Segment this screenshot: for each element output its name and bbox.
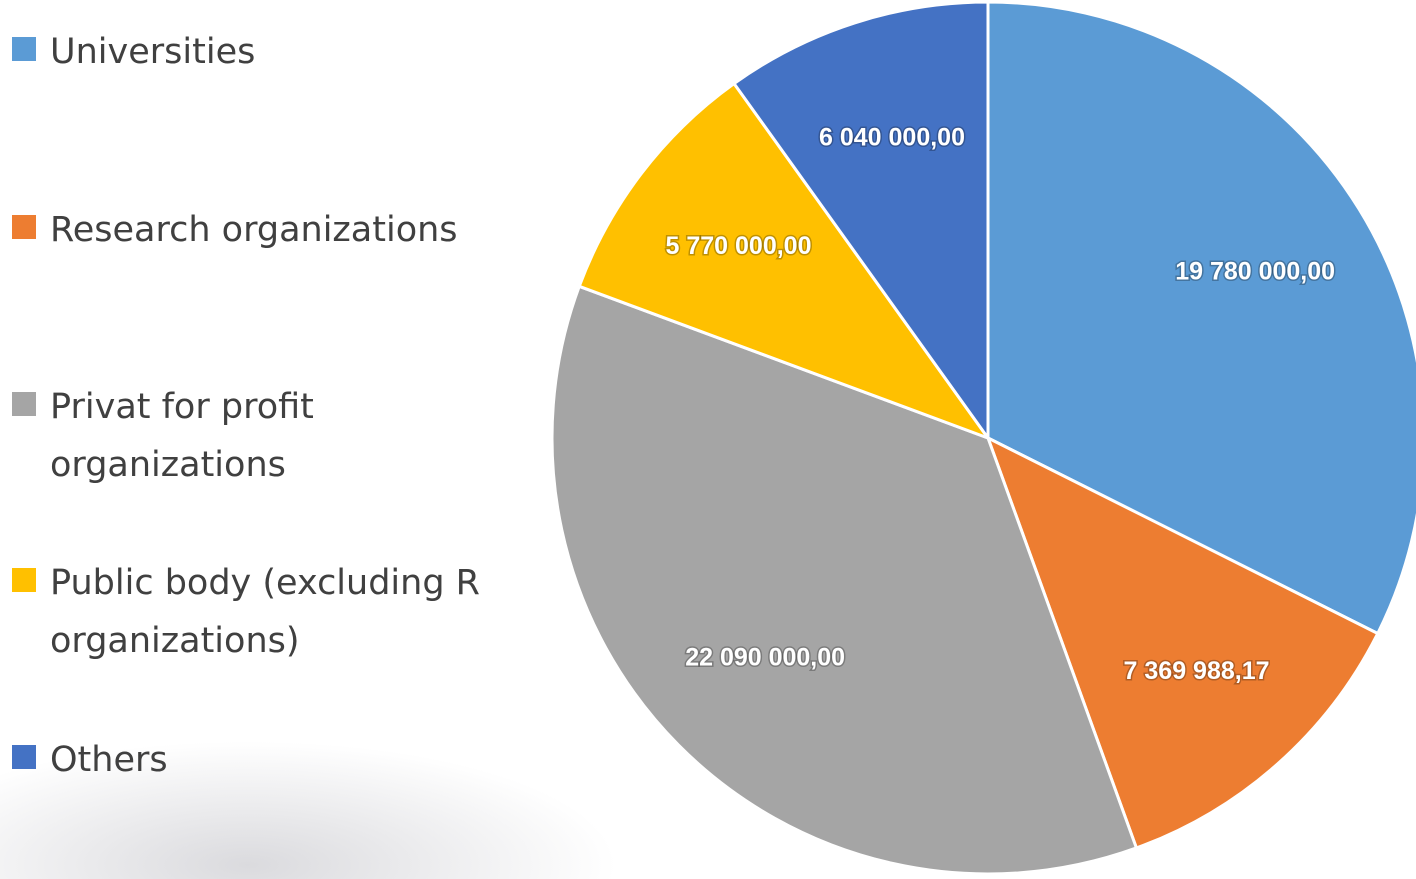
legend-item: Universities [12, 23, 532, 81]
legend-swatch [12, 392, 36, 416]
data-label: 19 780 000,00 [1175, 258, 1335, 286]
legend-label: Privat for profit organizations [50, 387, 314, 485]
legend-swatch [12, 745, 36, 769]
legend-item: Research organizations [12, 201, 532, 259]
legend-swatch [12, 37, 36, 61]
data-label: 5 770 000,00 [666, 232, 812, 260]
pie-slice [577, 81, 993, 442]
pie-slice [986, 0, 1416, 636]
pie-slice [550, 284, 1139, 876]
data-label: 22 090 000,00 [685, 644, 845, 672]
legend-item: Others [12, 731, 532, 789]
data-label: 7 369 988,17 [1124, 657, 1270, 685]
legend-label: Universities [50, 32, 256, 72]
legend-swatch [12, 215, 36, 239]
legend-label: Research organizations [50, 210, 458, 250]
legend-item: Privat for profit organizations [12, 378, 532, 494]
pie-slice [731, 0, 990, 443]
pie-slice [985, 434, 1380, 850]
legend-label: Others [50, 740, 168, 780]
legend-item: Public body (excluding R organizations) [12, 554, 532, 670]
data-label: 6 040 000,00 [819, 124, 965, 152]
background-texture [0, 740, 620, 879]
legend-label: Public body (excluding R organizations) [50, 563, 480, 661]
legend-swatch [12, 568, 36, 592]
